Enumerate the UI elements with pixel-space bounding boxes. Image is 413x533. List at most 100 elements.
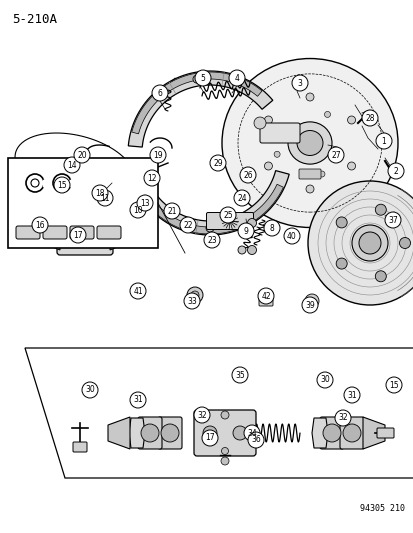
Circle shape [130,283,146,299]
Circle shape [195,70,211,86]
Polygon shape [129,418,145,448]
Circle shape [375,133,391,149]
Polygon shape [25,348,413,478]
Text: 30: 30 [319,376,329,384]
Circle shape [242,223,251,232]
FancyBboxPatch shape [259,292,272,306]
Text: 94305 210: 94305 210 [359,504,404,513]
Circle shape [322,424,340,442]
Circle shape [237,246,245,254]
Text: 42: 42 [261,292,270,301]
Circle shape [164,203,180,219]
Text: 32: 32 [197,410,206,419]
Text: 4: 4 [234,74,239,83]
Text: 31: 31 [347,391,356,400]
Text: 18: 18 [95,189,104,198]
Circle shape [301,297,317,313]
Text: 12: 12 [147,174,157,182]
Circle shape [335,217,347,228]
Text: 9: 9 [243,227,248,236]
Text: 2: 2 [393,166,397,175]
Circle shape [324,111,330,117]
FancyBboxPatch shape [70,226,94,239]
Circle shape [190,291,199,299]
Circle shape [247,219,256,228]
Circle shape [335,258,347,269]
Text: 15: 15 [57,181,66,190]
Circle shape [305,185,313,193]
Text: 22: 22 [183,221,192,230]
Polygon shape [110,226,120,250]
Circle shape [228,70,244,86]
Circle shape [254,117,266,129]
Circle shape [361,110,377,126]
Polygon shape [50,226,60,250]
Circle shape [231,367,247,383]
Circle shape [283,228,299,244]
FancyBboxPatch shape [206,213,253,230]
Text: 27: 27 [330,150,340,159]
Circle shape [209,155,225,171]
Polygon shape [128,71,272,147]
Circle shape [347,116,355,124]
FancyBboxPatch shape [339,417,363,449]
Polygon shape [108,417,130,449]
Text: 41: 41 [133,287,142,295]
Circle shape [342,424,360,442]
Circle shape [70,227,86,243]
Circle shape [202,430,218,446]
Circle shape [204,232,219,248]
Text: 19: 19 [153,150,162,159]
Circle shape [192,75,200,83]
Circle shape [264,116,272,124]
Polygon shape [131,171,289,235]
Circle shape [194,407,209,423]
Text: 20: 20 [77,150,87,159]
Circle shape [233,426,247,440]
Circle shape [240,167,255,183]
Polygon shape [136,184,283,234]
Circle shape [257,288,273,304]
Circle shape [316,372,332,388]
Circle shape [161,424,178,442]
Text: 28: 28 [364,114,374,123]
Circle shape [98,182,106,190]
Text: 21: 21 [167,206,176,215]
Circle shape [82,382,98,398]
Circle shape [308,298,314,304]
Circle shape [141,424,159,442]
Text: 24: 24 [237,193,246,203]
FancyBboxPatch shape [43,226,67,239]
Ellipse shape [221,59,397,228]
Circle shape [343,387,359,403]
Circle shape [264,162,272,170]
Text: 13: 13 [140,198,150,207]
FancyBboxPatch shape [319,417,343,449]
Circle shape [221,457,228,465]
FancyBboxPatch shape [57,221,113,255]
Circle shape [334,410,350,426]
Text: 17: 17 [205,433,214,442]
Text: 1: 1 [381,136,385,146]
Circle shape [233,190,249,206]
Text: 3: 3 [297,78,302,87]
Text: 14: 14 [67,160,77,169]
Circle shape [221,448,228,455]
Polygon shape [131,72,261,134]
Circle shape [130,392,146,408]
Text: 5-210A: 5-210A [12,13,57,26]
Circle shape [64,157,80,173]
Circle shape [385,377,401,393]
Ellipse shape [287,122,331,164]
Text: 40: 40 [287,231,296,240]
Circle shape [202,426,216,440]
Circle shape [54,177,70,193]
Circle shape [375,271,385,282]
FancyBboxPatch shape [16,226,40,239]
FancyBboxPatch shape [259,123,299,143]
Circle shape [247,432,263,448]
Circle shape [150,147,166,163]
Circle shape [65,233,75,243]
Circle shape [187,287,202,303]
Text: 10: 10 [133,206,142,214]
